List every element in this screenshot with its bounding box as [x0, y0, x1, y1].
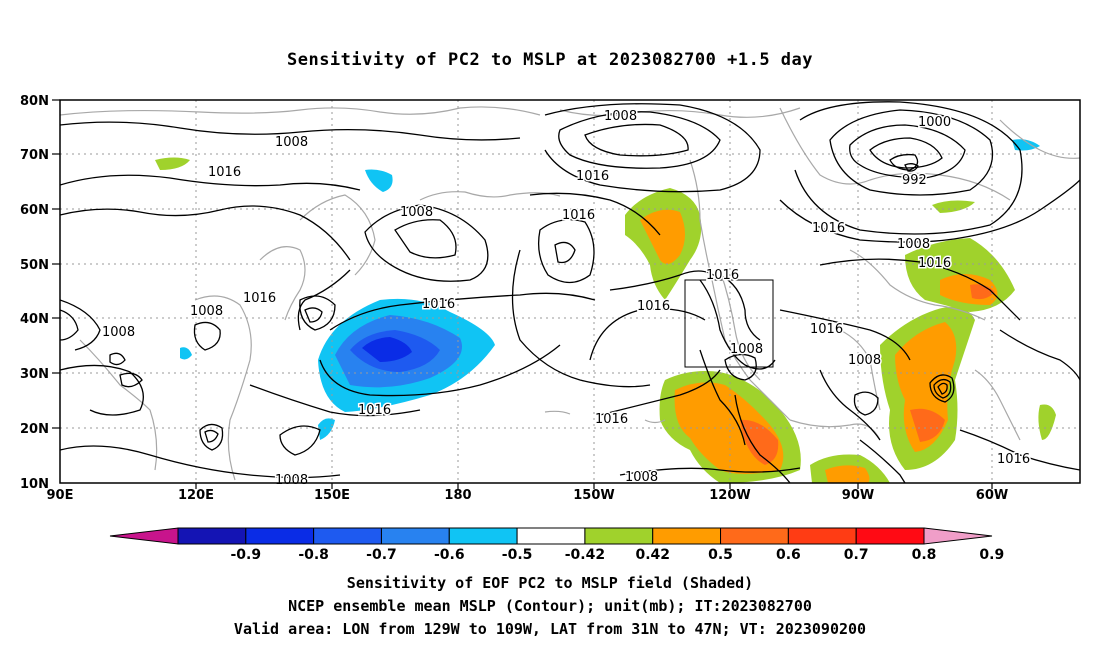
lon-label: 90W [842, 488, 874, 503]
contour-label: 1016 [595, 412, 628, 427]
contour-label: 1008 [625, 470, 658, 485]
contour-label: 1016 [637, 299, 670, 314]
contour-label: 1008 [275, 473, 308, 488]
colorbar-segment [720, 527, 789, 545]
caption-valid-area: Valid area: LON from 129W to 109W, LAT f… [233, 620, 867, 638]
colorbar-labels: -0.9 -0.8 -0.7 -0.6 -0.5 -0.42 0.42 0.5 0.6 0.7 0.… [231, 547, 1005, 563]
contour-label: 1016 [562, 208, 595, 223]
latitude-axis: 80N 70N 60N 50N 40N 30N 20N 10N [20, 94, 49, 492]
longitude-axis: 90E 120E 150E 180 150W 120W 90W 60W [47, 488, 1009, 503]
contour-label-group: 1008 1016 1016 1008 1016 1008 1016 1008 … [101, 108, 1032, 490]
lat-label: 10N [20, 477, 49, 492]
colorbar [109, 527, 993, 545]
contour-label: 1000 [918, 115, 951, 130]
map-title: Sensitivity of PC2 to MSLP at 2023082700… [286, 50, 813, 70]
valid-area-box [684, 279, 774, 368]
colorbar-segment [787, 527, 857, 545]
colorbar-tick-label: 0.7 [844, 547, 869, 563]
colorbar-segment [177, 527, 247, 545]
contour-label: 1016 [812, 221, 845, 236]
colorbar-tick-label: -0.7 [366, 547, 397, 563]
colorbar-tick-label: 0.9 [979, 547, 1004, 563]
lat-label: 20N [20, 422, 49, 437]
contour-label: 1016 [358, 403, 391, 418]
colorbar-tick-label: -0.8 [298, 547, 329, 563]
colorbar-segment [380, 527, 450, 545]
lat-label: 40N [20, 312, 49, 327]
lon-label: 180 [444, 488, 471, 503]
contour-label: 1008 [604, 109, 637, 124]
colorbar-tick-label: 0.6 [776, 547, 801, 563]
contour-label: 1008 [848, 353, 881, 368]
contour-label: 1016 [997, 452, 1030, 467]
colorbar-segment [516, 527, 586, 545]
colorbar-tick-label: -0.5 [502, 547, 533, 563]
lon-label: 120W [709, 488, 750, 503]
lon-label: 90E [47, 488, 74, 503]
colorbar-segment [448, 527, 518, 545]
lon-label: 120E [178, 488, 214, 503]
sensitivity-shading [155, 139, 1056, 483]
colorbar-segment [855, 527, 925, 545]
colorbar-tick-label: -0.9 [231, 547, 262, 563]
colorbar-tick-label: -0.6 [434, 547, 465, 563]
graticule [60, 100, 1080, 483]
contour-label: 1008 [897, 237, 930, 252]
map-frame [59, 99, 1081, 484]
lon-label: 150E [314, 488, 350, 503]
colorbar-tick-label: -0.42 [565, 547, 605, 563]
caption-contour: NCEP ensemble mean MSLP (Contour); unit(… [288, 597, 812, 615]
lat-label: 50N [20, 258, 49, 273]
contour-label: 1016 [918, 256, 951, 271]
contour-label: 1008 [190, 304, 223, 319]
contour-label: 1008 [275, 135, 308, 150]
contour-label: 1016 [810, 322, 843, 337]
colorbar-segment [245, 527, 315, 545]
lon-label: 150W [573, 488, 614, 503]
mslp-contours [60, 101, 1080, 483]
lat-label: 60N [20, 203, 49, 218]
colorbar-high-triangle [923, 527, 993, 545]
lat-label: 30N [20, 367, 49, 382]
colorbar-segment [584, 527, 654, 545]
contour-label: 1016 [208, 165, 241, 180]
contour-label: 1008 [102, 325, 135, 340]
colorbar-segment [652, 527, 722, 545]
contour-label: 1008 [730, 342, 763, 357]
contour-label: 1016 [576, 169, 609, 184]
colorbar-tick-label: 0.5 [708, 547, 733, 563]
colorbar-tick-label: 0.42 [635, 547, 670, 563]
colorbar-low-triangle [109, 527, 179, 545]
contour-label: 1008 [400, 205, 433, 220]
colorbar-tick-label: 0.8 [912, 547, 937, 563]
lon-label: 60W [976, 488, 1008, 503]
colorbar-segment [313, 527, 382, 545]
contour-label: 1016 [243, 291, 276, 306]
contour-label: 1016 [422, 297, 455, 312]
lat-label: 80N [20, 94, 49, 109]
lat-label: 70N [20, 148, 49, 163]
caption-shading: Sensitivity of EOF PC2 to MSLP field (Sh… [346, 574, 754, 592]
contour-label: 992 [902, 173, 927, 188]
contour-label: 1016 [706, 268, 739, 283]
